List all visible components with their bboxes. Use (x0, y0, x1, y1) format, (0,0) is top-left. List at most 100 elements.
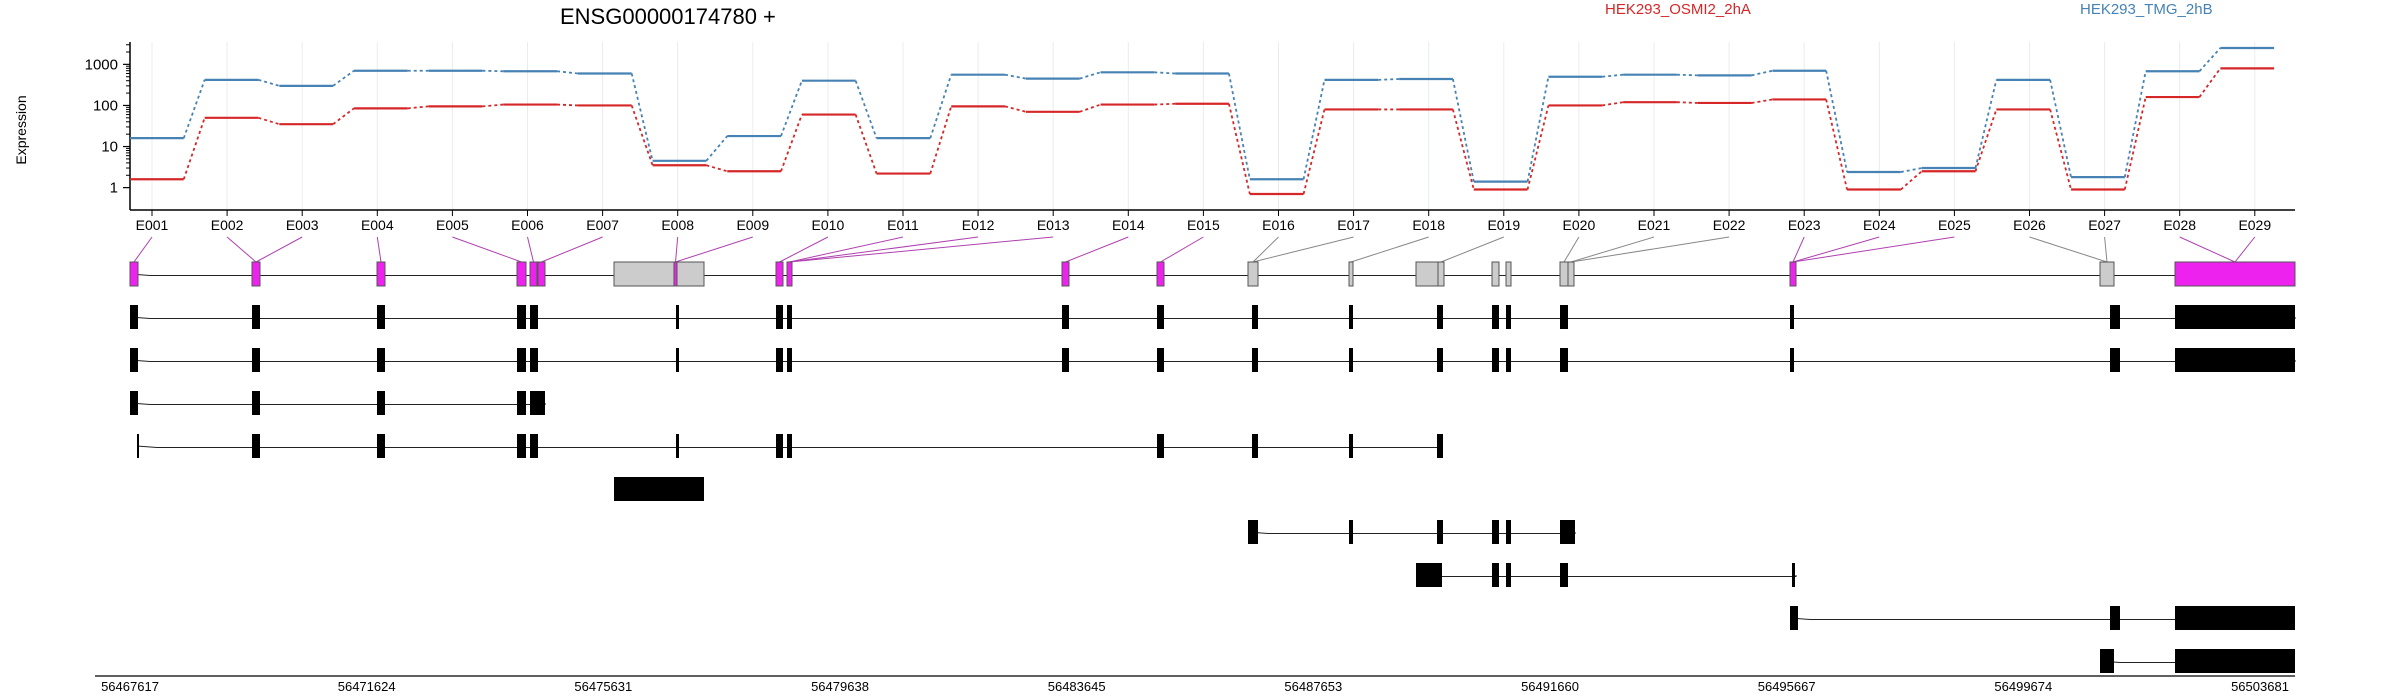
transcript-track-9 (1789, 606, 2296, 630)
transcript-track-4 (129, 391, 546, 415)
exon-block (1416, 563, 1442, 587)
series-connector (482, 103, 504, 108)
intron-line (129, 273, 2191, 276)
exon-connector (675, 236, 753, 263)
series-connector (630, 105, 654, 166)
series-lines (130, 46, 2275, 196)
transcript-track-10 (2099, 649, 2296, 673)
transcript-track-7 (1247, 520, 1576, 544)
series-connector (1825, 70, 1848, 173)
exon-block (2110, 606, 2120, 630)
transcript-track-2 (129, 305, 2296, 329)
exon-block (1252, 434, 1258, 458)
transcript-models (129, 261, 2296, 673)
transcript-track-8 (1415, 563, 1797, 587)
exon-feature (1415, 261, 1439, 287)
exon-connector (255, 236, 303, 263)
series-connector (929, 74, 953, 139)
exon-block (1492, 520, 1499, 544)
y-tick-label: 1000 (85, 56, 118, 73)
series-connector (1751, 98, 1773, 104)
series-connector (482, 69, 504, 73)
intron-line (129, 402, 546, 405)
exon-label-e009: E009 (736, 217, 769, 233)
exon-label-e016: E016 (1262, 217, 1295, 233)
series-connector (1526, 76, 1550, 182)
exon-label-e003: E003 (286, 217, 319, 233)
exon-feature (1789, 261, 1797, 287)
series-b (130, 46, 2275, 183)
grid-lines (151, 42, 2256, 210)
exon-block (2175, 606, 2295, 630)
exon-block (2110, 348, 2120, 372)
exon-connector (1252, 236, 1354, 263)
series-connector (1154, 71, 1176, 75)
exon-label-e004: E004 (361, 217, 394, 233)
exon-label-e029: E029 (2238, 217, 2271, 233)
y-tick-label: 10 (101, 139, 118, 156)
exon-block (2100, 649, 2114, 673)
chart-title: ENSG00000174780 + (560, 4, 776, 29)
exon-label-e018: E018 (1412, 217, 1445, 233)
exon-feature (376, 261, 386, 287)
legend-series-a: HEK293_OSMI2_2hA (1605, 1, 1751, 18)
exon-block (517, 391, 526, 415)
series-connector (407, 105, 429, 110)
exon-label-e019: E019 (1487, 217, 1520, 233)
exon-connector (789, 236, 979, 263)
exon-label-e024: E024 (1863, 217, 1896, 233)
series-connector (1452, 78, 1475, 182)
series-connector (1526, 105, 1550, 190)
exon-label-e014: E014 (1112, 217, 1145, 233)
exon-feature (1567, 261, 1575, 287)
exon-connector (376, 236, 382, 263)
exon-connector (1252, 236, 1279, 263)
series-connector (1228, 103, 1251, 195)
intron-line (1415, 574, 1797, 577)
y-axis-label: Expression (13, 95, 29, 164)
intron-line (129, 359, 2296, 362)
exon-feature (1505, 261, 1512, 287)
series-connector (182, 79, 206, 139)
series-connector (780, 80, 803, 137)
exon-feature (2174, 261, 2296, 287)
exon-connector (452, 236, 522, 263)
exon-feature (1348, 261, 1354, 287)
exon-label-e010: E010 (812, 217, 845, 233)
exon-block (1248, 520, 1258, 544)
series-connector (2198, 67, 2222, 98)
exon-label-e005: E005 (436, 217, 469, 233)
exon-label-e028: E028 (2163, 217, 2196, 233)
exon-block (1506, 520, 1511, 544)
exon-block (1157, 348, 1164, 372)
exon-block (1437, 348, 1443, 372)
exon-block (787, 305, 792, 329)
exon-block (1349, 434, 1353, 458)
exon-block (517, 305, 526, 329)
exon-block (1157, 434, 1164, 458)
exon-block (1790, 305, 1794, 329)
genomic-tick-label: 56487653 (1284, 679, 1342, 694)
exon-block (776, 348, 783, 372)
series-connector (630, 73, 654, 161)
exon-label-e002: E002 (211, 217, 244, 233)
series-connector (705, 135, 728, 162)
exon-label-e020: E020 (1563, 217, 1596, 233)
exon-block (1492, 348, 1499, 372)
series-connector (1079, 71, 1101, 80)
exon-label-e012: E012 (962, 217, 995, 233)
exon-block (2175, 305, 2295, 329)
series-connector (929, 106, 953, 174)
series-connector (2123, 71, 2147, 178)
exon-connector (1563, 236, 1580, 263)
y-tick-label: 100 (93, 97, 118, 114)
series-connector (1900, 170, 1923, 191)
exon-feature (775, 261, 784, 287)
exon-label-e007: E007 (586, 217, 619, 233)
exon-block (1252, 305, 1258, 329)
exon-block (776, 305, 783, 329)
exon-block (1506, 563, 1511, 587)
exon-feature (537, 261, 546, 287)
genomic-tick-label: 56499674 (1994, 679, 2052, 694)
exon-feature (1247, 261, 1259, 287)
